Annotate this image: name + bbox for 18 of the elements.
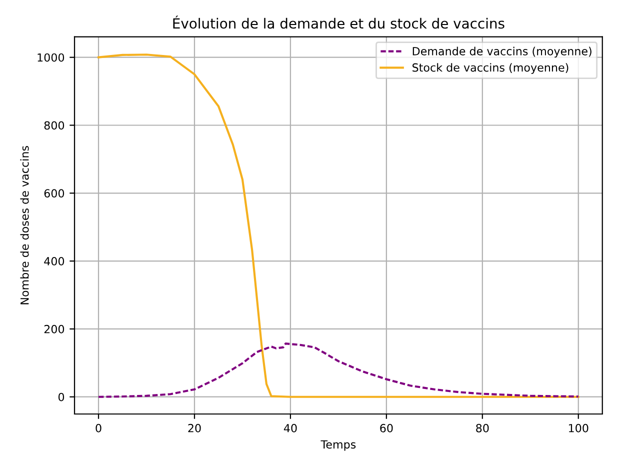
y-tick-label: 0 <box>58 392 64 402</box>
line-series <box>97 342 580 398</box>
chart-title: Évolution de la demande et du stock de vaccins <box>173 16 504 29</box>
x-tick-label: 100 <box>568 424 588 432</box>
x-axis-title: Temps <box>320 440 356 451</box>
y-tick-label: 400 <box>44 257 64 266</box>
y-axis-title: Nombre de doses de vaccins <box>20 146 29 304</box>
x-tick-label: 60 <box>380 424 393 432</box>
x-tick-label: 20 <box>188 424 201 432</box>
y-tick-label: 200 <box>44 324 64 334</box>
y-tick-label: 1000 <box>38 53 64 62</box>
x-tick-label: 0 <box>96 424 102 432</box>
y-tick-label: 600 <box>44 189 64 198</box>
x-tick-label: 40 <box>284 424 297 432</box>
x-tick-label: 80 <box>476 424 489 432</box>
y-tick-label: 800 <box>44 121 64 130</box>
legend-label: Demande de vaccins (moyenne) <box>412 46 592 58</box>
legend-label: Stock de vaccins (moyenne) <box>412 63 568 74</box>
